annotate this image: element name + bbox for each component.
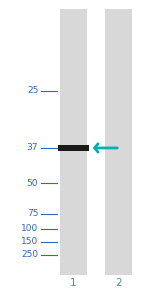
Text: 75: 75 — [27, 209, 38, 218]
Bar — [105, 9, 132, 275]
Bar — [58, 145, 89, 151]
Text: 2: 2 — [115, 278, 122, 288]
Text: 150: 150 — [21, 237, 38, 246]
Text: 37: 37 — [27, 144, 38, 152]
Text: 1: 1 — [70, 278, 77, 288]
Text: 50: 50 — [27, 179, 38, 188]
Bar — [60, 9, 87, 275]
Text: 250: 250 — [21, 251, 38, 259]
Text: 100: 100 — [21, 224, 38, 233]
Text: 25: 25 — [27, 86, 38, 95]
